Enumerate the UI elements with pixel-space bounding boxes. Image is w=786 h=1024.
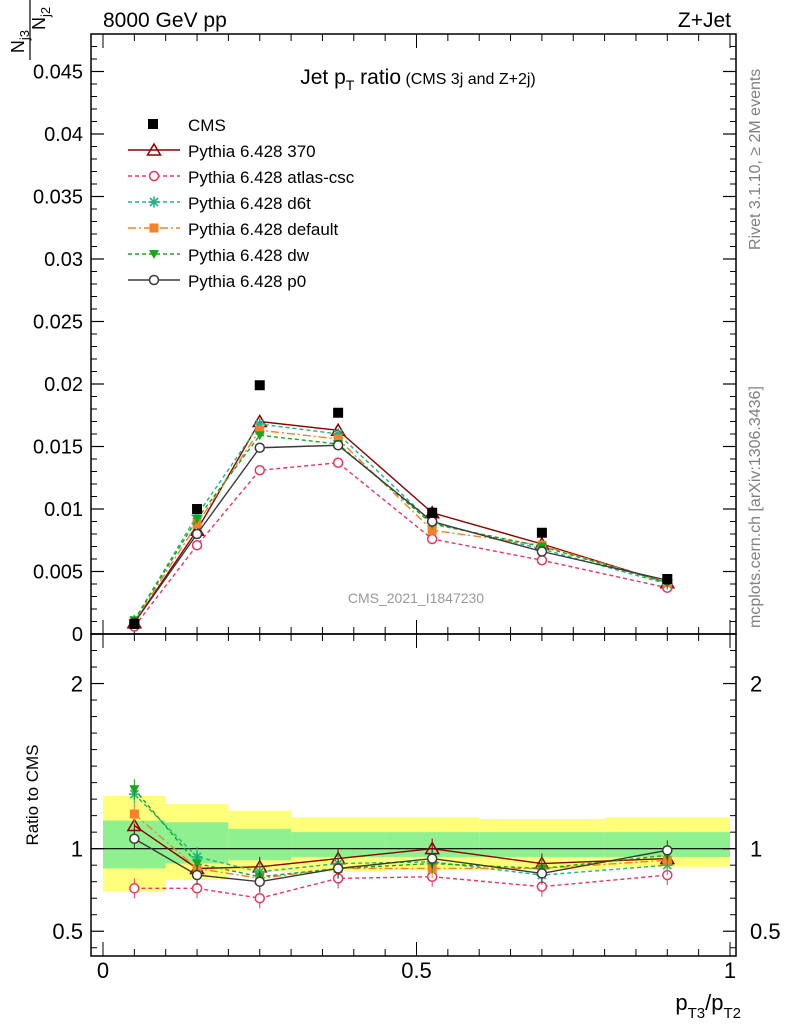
y-tick-label: 0.025 xyxy=(33,312,83,334)
ratio-band-inner xyxy=(228,828,292,861)
ratio-tick-label-right: 0.5 xyxy=(750,919,781,944)
y-tick-label: 0.035 xyxy=(33,187,83,209)
chart-title: Jet pT ratio (CMS 3j and Z+2j) xyxy=(300,66,536,93)
data-point-default xyxy=(427,525,437,535)
y-tick-label: 0.045 xyxy=(33,62,83,84)
data-point-p0 xyxy=(426,516,438,527)
ratio-tick-label-left: 1 xyxy=(71,837,83,862)
y-tick-label: 0.03 xyxy=(44,249,83,271)
ratio-point-p0 xyxy=(191,869,203,881)
data-point-atlas-csc xyxy=(332,457,344,468)
svg-text:Nj2: Nj2 xyxy=(29,7,53,30)
ratio-tick-label-right: 1 xyxy=(750,837,762,862)
ratio-band-inner xyxy=(479,832,605,857)
data-point-dw xyxy=(192,515,203,524)
data-point-cms xyxy=(129,619,140,629)
ratio-point-p0 xyxy=(536,868,548,879)
ratio-point-atlas-csc xyxy=(191,883,203,894)
y-tick-label: 0.04 xyxy=(44,124,83,146)
data-point-cms xyxy=(662,574,673,584)
legend-label-370: Pythia 6.428 370 xyxy=(188,142,316,161)
data-point-atlas-csc xyxy=(191,540,203,551)
data-point-cms xyxy=(192,504,203,514)
ratio-y-axis-label: Ratio to CMS xyxy=(23,744,42,845)
y-tick-label: 0 xyxy=(72,624,83,646)
rivet-label: Rivet 3.1.10, ≥ 2M events xyxy=(747,69,764,250)
mcplots-label: mcplots.cern.ch [arXiv:1306.3436] xyxy=(747,386,764,628)
data-point-atlas-csc xyxy=(254,465,265,476)
data-point-cms xyxy=(427,507,438,518)
x-axis-label: pT3/pT2 xyxy=(675,990,741,1022)
ratio-tick-label-left: 0.5 xyxy=(52,919,83,944)
analysis-label: CMS_2021_I1847230 xyxy=(348,590,484,606)
x-tick-label: 0.5 xyxy=(401,958,432,983)
header-left: 8000 GeV pp xyxy=(103,9,227,32)
legend-marker-p0 xyxy=(148,274,160,286)
ratio-point-p0 xyxy=(254,876,265,887)
legend-marker-dw xyxy=(149,250,159,259)
ratio-point-default xyxy=(129,809,139,819)
data-point-cms xyxy=(254,380,265,391)
legend-label-default: Pythia 6.428 default xyxy=(188,220,339,239)
data-point-default xyxy=(255,425,265,435)
y-tick-label: 0.02 xyxy=(44,374,83,396)
ratio-point-dw xyxy=(192,859,203,869)
legend-label-d6t: Pythia 6.428 d6t xyxy=(188,194,311,213)
legend-label-cms: CMS xyxy=(188,116,226,135)
ratio-plot-frame xyxy=(90,633,737,957)
marker-stroke xyxy=(149,197,159,207)
data-point-atlas-csc xyxy=(426,533,438,545)
ratio-point-p0 xyxy=(129,833,140,845)
ratio-tick-label-left: 2 xyxy=(71,672,83,697)
legend-marker-cms xyxy=(148,119,158,129)
ratio-point-p0 xyxy=(332,863,344,874)
y-axis-label: Nj3 Nj2 xyxy=(8,0,53,60)
x-tick-label: 0 xyxy=(97,958,109,983)
legend-label-atlas-csc: Pythia 6.428 atlas-csc xyxy=(188,168,355,187)
legend-label-p0: Pythia 6.428 p0 xyxy=(188,272,306,291)
y-tick-label: 0.005 xyxy=(33,562,83,584)
data-point-p0 xyxy=(332,440,344,451)
legend-marker-atlas-csc xyxy=(148,170,160,182)
ratio-point-p0 xyxy=(662,845,673,856)
data-point-dw xyxy=(254,431,265,441)
legend-marker-default xyxy=(149,223,159,233)
legend-label-dw: Pythia 6.428 dw xyxy=(188,246,310,265)
ratio-point-atlas-csc xyxy=(254,892,265,904)
ratio-point-p0 xyxy=(426,853,438,864)
ratio-point-atlas-csc xyxy=(129,883,140,894)
ratio-tick-label-right: 2 xyxy=(750,672,762,697)
y-tick-label: 0.015 xyxy=(33,437,83,459)
data-point-atlas-csc xyxy=(536,555,548,566)
data-point-cms xyxy=(333,407,344,418)
legend-marker-d6t xyxy=(148,196,160,208)
svg-text:Nj3: Nj3 xyxy=(8,30,32,53)
data-point-p0 xyxy=(191,528,203,540)
data-point-cms xyxy=(536,527,547,538)
header-right: Z+Jet xyxy=(678,9,731,32)
x-tick-label: 1 xyxy=(724,958,736,983)
ratio-point-dw xyxy=(129,785,140,795)
y-tick-label: 0.01 xyxy=(44,499,83,521)
data-point-p0 xyxy=(254,442,265,453)
legend-marker-370 xyxy=(146,142,162,156)
data-point-default xyxy=(333,434,343,444)
data-point-p0 xyxy=(536,546,548,557)
